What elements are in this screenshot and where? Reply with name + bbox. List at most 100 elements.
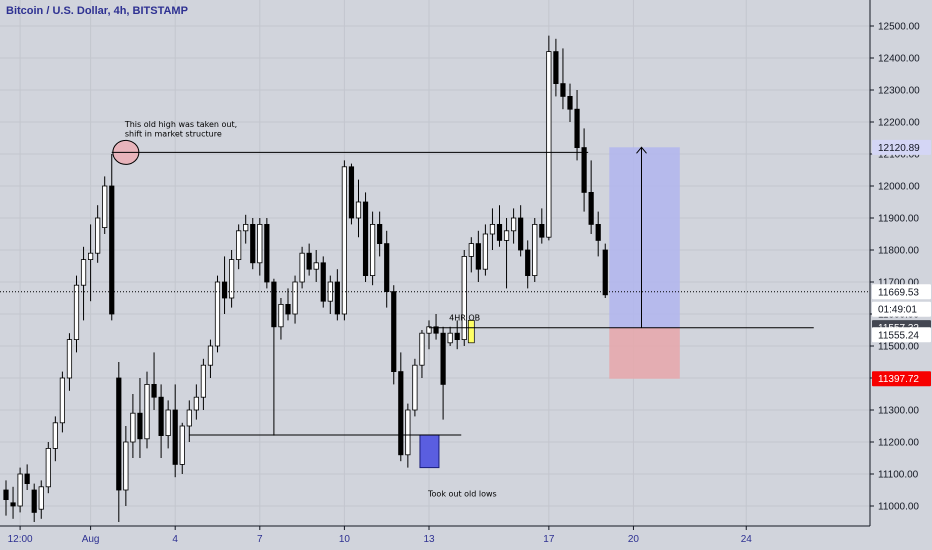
- candle-down: [475, 243, 481, 270]
- price-tick-label: 12500.00: [878, 22, 920, 33]
- candle-down: [362, 201, 369, 276]
- candle-down: [24, 473, 30, 485]
- target-zone: [609, 147, 680, 328]
- price-label-text: 12120.89: [878, 143, 920, 154]
- candle-up: [447, 332, 453, 344]
- candle-up: [419, 332, 425, 366]
- annotation-text: Took out old lows: [427, 489, 497, 498]
- price-tick-label: 11200.00: [878, 438, 919, 449]
- candle-up: [532, 223, 538, 276]
- candle-up: [207, 345, 214, 366]
- time-tick-label: 24: [741, 534, 753, 545]
- price-label-box: [872, 301, 931, 317]
- candle-up: [95, 217, 101, 254]
- candle-up: [165, 409, 171, 437]
- price-tick-label: 11800.00: [878, 246, 919, 257]
- old-lows-box: [419, 434, 440, 469]
- annotation-text: shift in market structure: [125, 129, 222, 138]
- candle-up: [73, 284, 80, 341]
- time-tick-label: 13: [423, 534, 435, 545]
- candle-down: [377, 223, 383, 244]
- candle-down: [306, 252, 312, 270]
- candle-down: [264, 223, 270, 283]
- time-tick-label: 10: [339, 534, 351, 545]
- candle-up: [130, 412, 136, 443]
- candle-down: [398, 371, 404, 456]
- candle-down: [581, 147, 587, 193]
- candle-down: [172, 409, 178, 465]
- candle-up: [52, 422, 58, 449]
- candle-up: [299, 252, 305, 283]
- candle-down: [496, 223, 503, 241]
- price-tick-label: 12400.00: [878, 54, 920, 65]
- candle-up: [186, 409, 192, 427]
- candle-up: [144, 383, 150, 440]
- candle-up: [200, 364, 206, 398]
- candle-up: [193, 396, 199, 411]
- price-label-box: [872, 284, 931, 300]
- candle-down: [158, 396, 164, 437]
- candle-down: [250, 223, 256, 264]
- candle-up: [369, 223, 376, 276]
- price-tick-label: 12200.00: [878, 118, 920, 129]
- candle-down: [3, 489, 9, 501]
- candle-up: [341, 166, 348, 315]
- price-label-text: 11397.72: [878, 374, 919, 385]
- candle-down: [334, 281, 340, 315]
- candle-up: [17, 473, 23, 507]
- price-label-text: 11669.53: [878, 287, 919, 298]
- price-tick-label: 12300.00: [878, 86, 920, 97]
- price-label-text: 11555.24: [878, 330, 919, 341]
- candle-up: [412, 364, 418, 411]
- target-arrow-head: [636, 146, 647, 154]
- time-axis[interactable]: 12:00 Aug 4 7 10 13 17 20 24: [0, 525, 870, 550]
- candle-up: [468, 243, 474, 257]
- price-label-box: [872, 327, 931, 343]
- candle-up: [510, 217, 517, 232]
- price-axis-bg: [870, 0, 932, 550]
- candle-up: [503, 230, 510, 241]
- time-tick-label: 12:00: [8, 534, 33, 545]
- candle-down: [348, 166, 355, 219]
- candle-down: [391, 291, 397, 373]
- candle-up: [123, 441, 129, 491]
- candle-up: [66, 339, 73, 379]
- candle-down: [539, 223, 545, 238]
- price-tick-label: 12000.00: [878, 182, 920, 193]
- candle-down: [440, 332, 446, 385]
- time-axis-bg: [0, 526, 870, 550]
- price-axis[interactable]: 11000.0011100.0011200.0011300.0011400.00…: [869, 0, 932, 550]
- candle-up: [88, 252, 94, 260]
- candle-up: [405, 409, 411, 456]
- candle-down: [31, 489, 37, 513]
- candle-up: [214, 281, 221, 347]
- candle-up: [80, 259, 87, 286]
- candle-down: [574, 108, 580, 148]
- stop-zone: [609, 327, 680, 379]
- candle-down: [384, 243, 390, 293]
- candle-down: [525, 249, 531, 277]
- candle-up: [228, 259, 235, 299]
- candle-up: [179, 425, 185, 465]
- time-tick-label: 20: [628, 534, 640, 545]
- candle-up: [355, 201, 362, 219]
- price-tick-label: 11500.00: [878, 342, 919, 353]
- order-block-highlight: [467, 320, 475, 344]
- candle-down: [595, 223, 601, 241]
- candle-up: [482, 233, 489, 270]
- candle-down: [109, 185, 115, 315]
- annotation-text: 4HR OB: [449, 313, 480, 322]
- annotation-lines: This old high was taken out,shift in mar…: [0, 120, 870, 498]
- annotation-text: This old high was taken out,: [124, 120, 237, 129]
- candle-down: [10, 502, 16, 507]
- candle-down: [151, 383, 157, 398]
- candle-down: [433, 326, 439, 334]
- price-tick-label: 11100.00: [878, 470, 919, 481]
- candle-down: [560, 83, 566, 97]
- candle-up: [292, 281, 298, 315]
- candle-up: [59, 377, 66, 424]
- time-tick-label: 7: [257, 534, 263, 545]
